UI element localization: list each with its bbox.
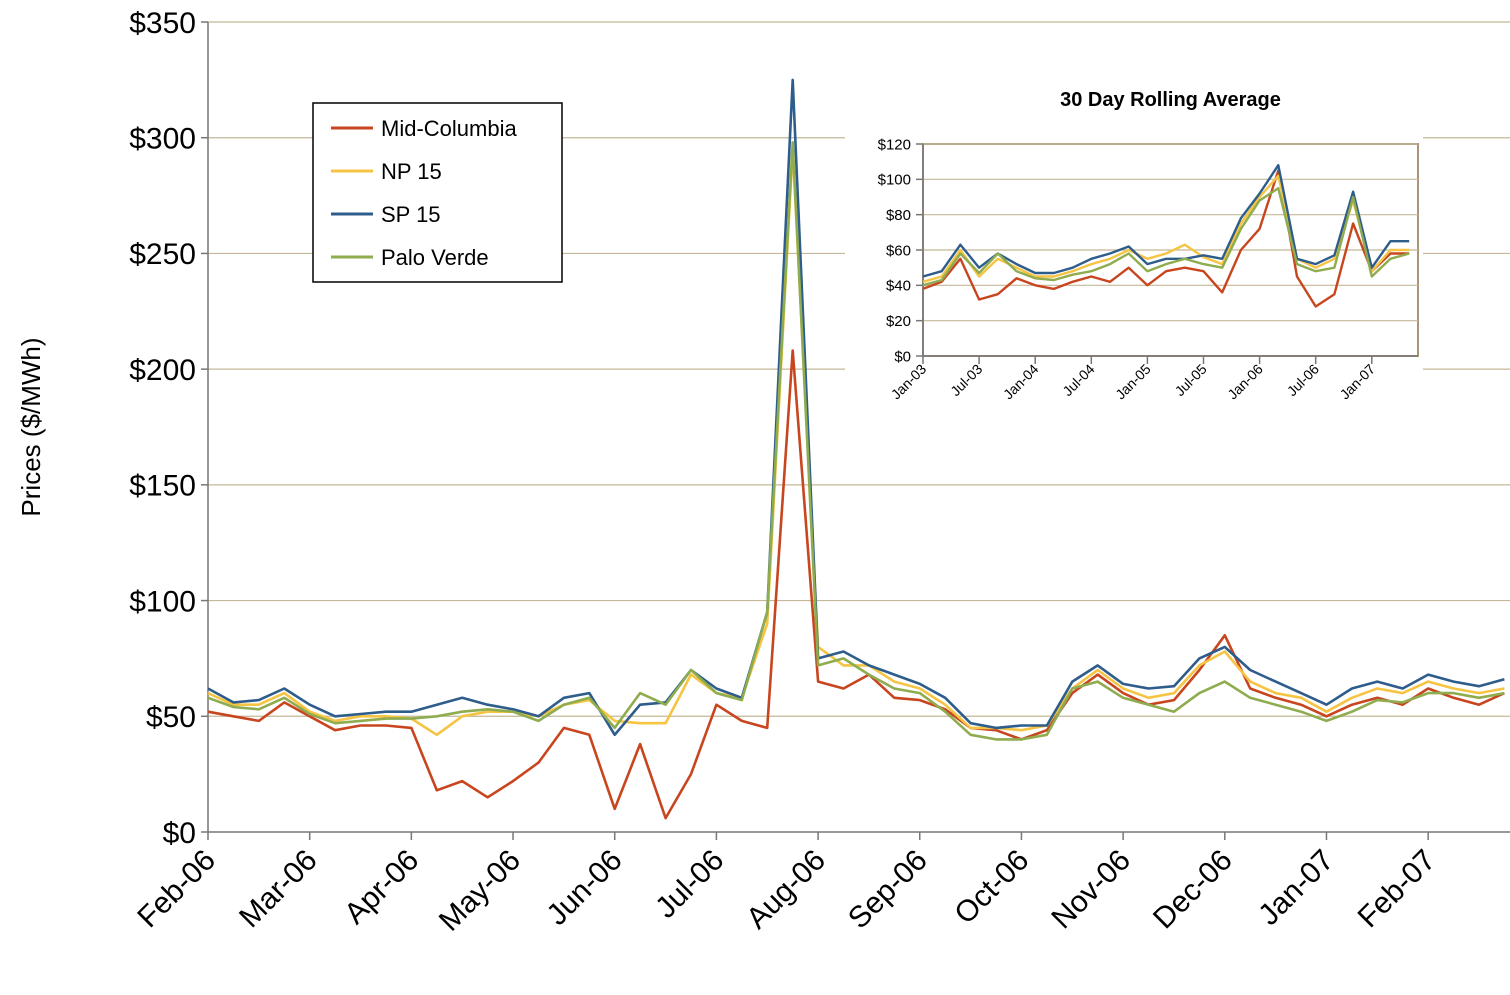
- x-tick-label: Feb-06: [131, 844, 222, 935]
- x-tick-label: Feb-07: [1352, 844, 1443, 935]
- x-tick-label: Sep-06: [842, 844, 934, 936]
- y-tick-label: $50: [146, 701, 196, 734]
- legend-box: [312, 102, 563, 283]
- series-line: [922, 187, 1410, 287]
- y-tick-label: $0: [163, 817, 196, 850]
- x-tick-label: Nov-06: [1045, 844, 1137, 936]
- y-tick-label: $0: [894, 348, 911, 365]
- y-tick-label: $350: [129, 7, 196, 40]
- series-line: [922, 169, 1410, 308]
- series-line: [922, 164, 1410, 278]
- y-tick-label: $100: [129, 585, 196, 618]
- y-axis-label: Prices ($/MWh): [16, 337, 46, 516]
- x-tick-label: Jan-07: [1252, 844, 1340, 932]
- chart-title: 30 Day Rolling Average: [1060, 89, 1281, 111]
- x-tick-label: Dec-06: [1147, 844, 1239, 936]
- y-tick-label: $120: [878, 136, 911, 153]
- x-tick-label: Jul-06: [649, 844, 730, 925]
- y-tick-label: $80: [886, 207, 911, 224]
- x-tick-label: Mar-06: [233, 844, 324, 935]
- series-line: [207, 349, 1505, 820]
- y-tick-label: $100: [878, 172, 911, 189]
- series-line: [207, 78, 1505, 737]
- y-tick-label: $300: [129, 123, 196, 156]
- legend-label: Palo Verde: [381, 245, 489, 270]
- legend-label: SP 15: [381, 202, 441, 227]
- y-tick-label: $150: [129, 470, 196, 503]
- x-tick-label: Jun-06: [540, 844, 628, 932]
- y-tick-label: $60: [886, 242, 911, 259]
- y-tick-label: $20: [886, 313, 911, 330]
- x-tick-label: May-06: [433, 844, 527, 938]
- x-tick-label: Aug-06: [740, 844, 832, 936]
- legend-label: NP 15: [381, 159, 442, 184]
- y-tick-label: $250: [129, 238, 196, 271]
- legend-label: Mid-Columbia: [381, 116, 517, 141]
- series-line: [207, 141, 1505, 741]
- series-line: [922, 174, 1410, 283]
- y-tick-label: $200: [129, 354, 196, 387]
- y-tick-label: $40: [886, 278, 911, 295]
- x-tick-label: Apr-06: [338, 844, 425, 931]
- x-tick-label: Oct-06: [948, 844, 1035, 931]
